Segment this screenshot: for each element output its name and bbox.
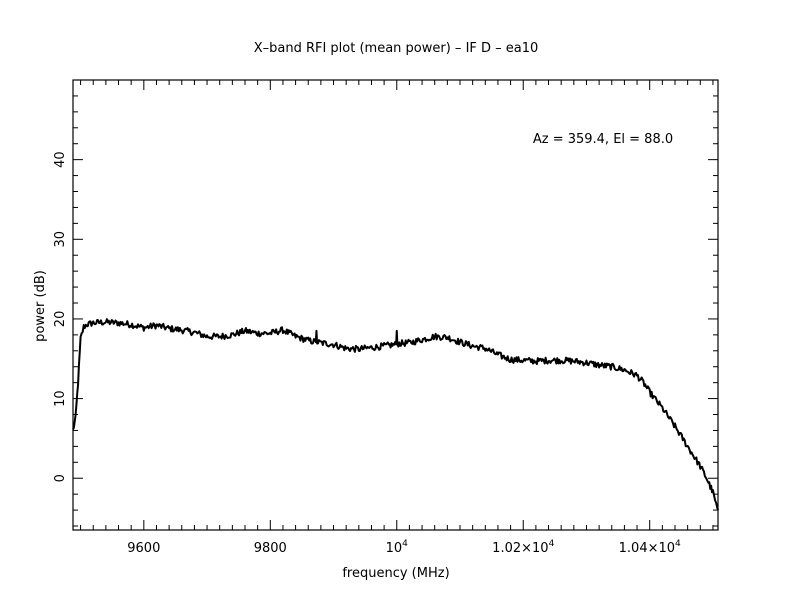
x-tick-label: 9600 [127, 541, 160, 556]
y-tick-label: 10 [53, 390, 68, 407]
x-tick-label: 104 [386, 539, 409, 556]
x-tick-label: 1.04×104 [619, 539, 681, 556]
x-tick-label: 1.02×104 [492, 539, 554, 556]
y-tick-label: 30 [53, 231, 68, 248]
x-axis-label: frequency (MHz) [342, 566, 449, 581]
pointing-annotation: Az = 359.4, El = 88.0 [533, 132, 673, 147]
y-tick-label: 40 [53, 151, 68, 168]
y-tick-label: 0 [53, 474, 68, 482]
chart-title: X–band RFI plot (mean power) – IF D – ea… [254, 41, 539, 56]
x-tick-label: 9800 [254, 541, 287, 556]
plot-frame [72, 79, 719, 531]
y-axis-label: power (dB) [33, 270, 48, 342]
y-tick-label: 20 [53, 311, 68, 328]
tick-labels: 9600 9800 104 1.02×104 1.04×104 0 10 20 30 40 [53, 151, 681, 556]
series-line-power [72, 318, 719, 511]
axis-ticks [73, 80, 718, 530]
